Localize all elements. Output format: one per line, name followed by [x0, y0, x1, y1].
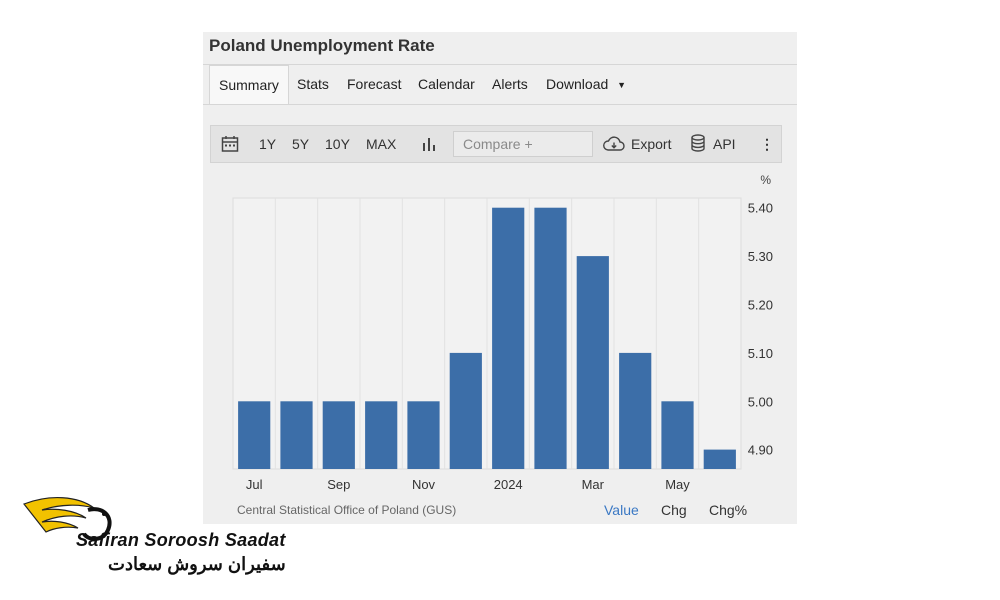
y-tick-label: 4.90: [748, 443, 773, 458]
bar-2024[interactable]: [492, 207, 525, 469]
y-axis-ticks: 5.40 5.30 5.20 5.10 5.00 4.90: [748, 201, 773, 458]
range-1y[interactable]: 1Y: [259, 136, 277, 152]
title-divider: [203, 64, 797, 65]
tabs-divider: [203, 104, 797, 105]
footer-value-link[interactable]: Value: [604, 502, 639, 518]
bar-apr[interactable]: [619, 352, 652, 469]
x-axis-ticks: Jul Sep Nov 2024 Mar May: [246, 477, 690, 492]
bar-feb[interactable]: [534, 207, 567, 469]
x-tick-label: May: [665, 477, 690, 492]
footer-chg-link[interactable]: Chg: [661, 502, 687, 518]
chart-grid: [232, 197, 742, 470]
tab-summary[interactable]: Summary: [209, 65, 289, 105]
bar-oct[interactable]: [365, 401, 398, 469]
bar-nov[interactable]: [407, 401, 440, 469]
tab-bar: Summary Stats Forecast Calendar Alerts D…: [209, 65, 789, 105]
tab-download[interactable]: Download ▼: [546, 65, 626, 105]
tab-forecast[interactable]: Forecast: [347, 76, 402, 92]
bar-chart-icon[interactable]: [421, 126, 437, 162]
y-tick-label: 5.20: [748, 298, 773, 313]
more-options-icon[interactable]: ⋮: [760, 136, 774, 152]
bar-sep[interactable]: [322, 401, 355, 469]
calendar-icon[interactable]: [221, 126, 239, 162]
tab-download-label: Download: [546, 76, 609, 92]
caret-down-icon: ▼: [617, 80, 627, 90]
compare-input[interactable]: [453, 131, 593, 157]
bar-aug[interactable]: [280, 401, 313, 469]
cloud-download-icon: [603, 136, 625, 151]
y-axis-unit: %: [760, 173, 771, 187]
chart-bars: [238, 207, 736, 469]
range-max[interactable]: MAX: [366, 136, 397, 152]
y-tick-label: 5.10: [748, 346, 773, 361]
footer-chgpct-link[interactable]: Chg%: [709, 502, 748, 518]
chart-panel: Poland Unemployment Rate Summary Stats F…: [203, 32, 797, 524]
brand-name-en: Safiran Soroosh Saadat: [76, 530, 286, 550]
y-tick-label: 5.40: [748, 201, 773, 216]
page-title: Poland Unemployment Rate: [209, 36, 435, 55]
export-button[interactable]: Export: [603, 126, 671, 162]
bar-mar[interactable]: [576, 256, 609, 469]
x-tick-label: Mar: [582, 477, 605, 492]
tab-stats[interactable]: Stats: [297, 76, 329, 92]
y-tick-label: 5.30: [748, 249, 773, 264]
x-tick-label: Nov: [412, 477, 436, 492]
x-tick-label: Jul: [246, 477, 263, 492]
x-tick-label: 2024: [494, 477, 523, 492]
tab-alerts[interactable]: Alerts: [492, 76, 528, 92]
range-10y[interactable]: 10Y: [325, 136, 350, 152]
bar-dec[interactable]: [449, 352, 482, 469]
bar-may[interactable]: [661, 401, 694, 469]
y-tick-label: 5.00: [748, 394, 773, 409]
brand-name-fa: سفیران سروش سعادت: [108, 554, 286, 574]
brand-logo: [23, 497, 112, 541]
api-label: API: [713, 136, 736, 152]
bar-jun[interactable]: [703, 449, 736, 469]
api-button[interactable]: API: [690, 126, 736, 162]
bird-wing-icon: [23, 497, 112, 541]
chart-toolbar: 1Y 5Y 10Y MAX Export API ⋮: [210, 125, 782, 163]
bar-jul[interactable]: [238, 401, 271, 469]
source-label: Central Statistical Office of Poland (GU…: [237, 503, 456, 517]
x-tick-label: Sep: [327, 477, 350, 492]
tab-calendar[interactable]: Calendar: [418, 76, 475, 92]
export-label: Export: [631, 136, 672, 152]
database-icon: [691, 134, 705, 152]
bar-chart: 5.40 5.30 5.20 5.10 5.00 4.90 Jul Sep Nov 2024 Ma…: [232, 173, 773, 517]
range-5y[interactable]: 5Y: [292, 136, 310, 152]
